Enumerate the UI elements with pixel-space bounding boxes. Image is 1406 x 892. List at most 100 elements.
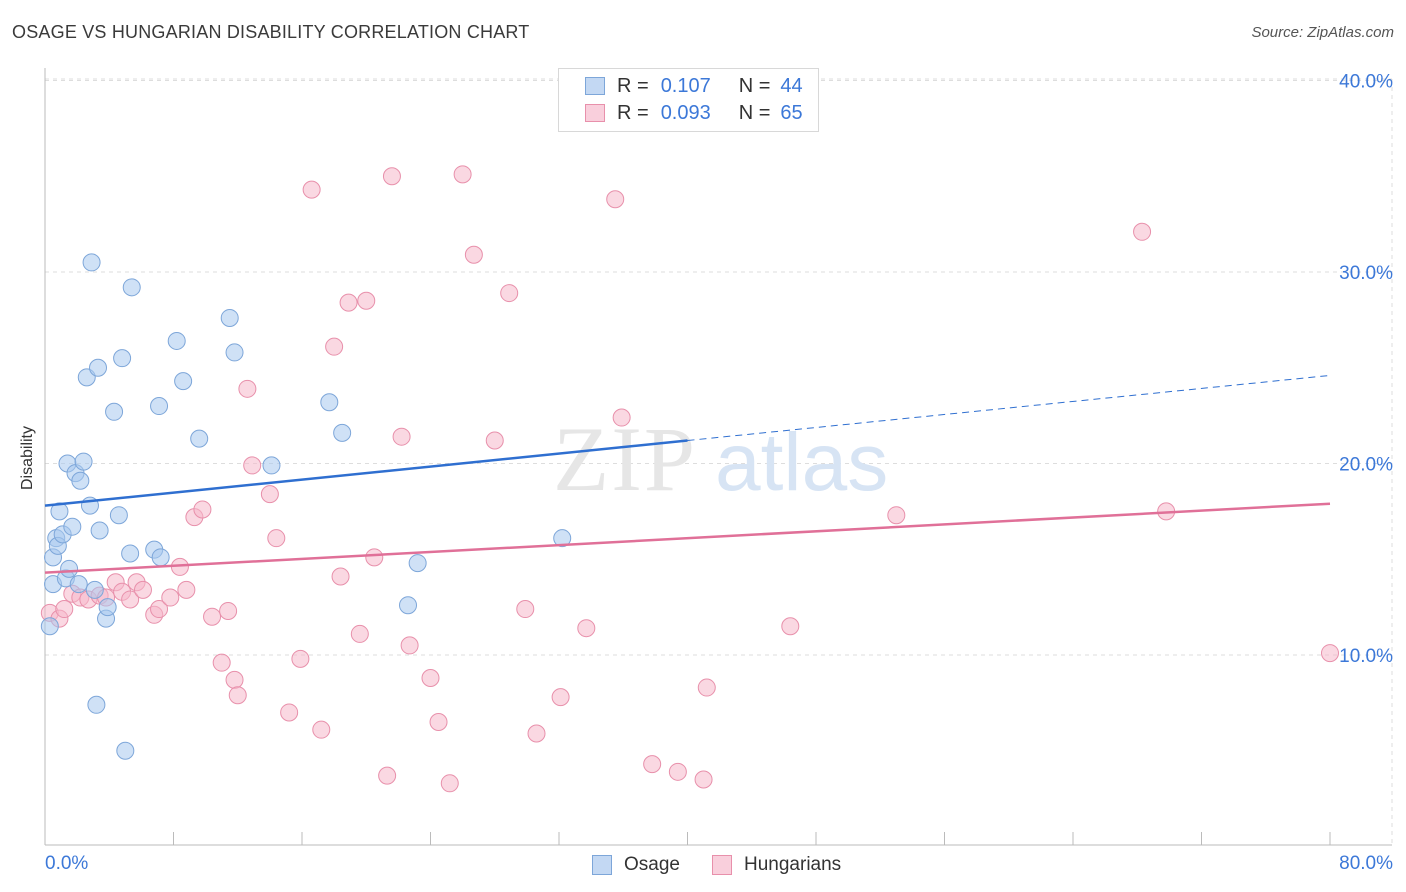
- hungarians-point: [161, 588, 180, 607]
- legend-item-hungarians[interactable]: Hungarians: [712, 852, 841, 878]
- y-tick-label: 20.0%: [1339, 455, 1393, 476]
- watermark-atlas: atlas: [715, 417, 888, 508]
- osage-point: [121, 544, 140, 563]
- osage-point: [399, 596, 418, 615]
- hungarians-point: [312, 720, 331, 739]
- osage-point: [225, 343, 244, 362]
- hungarians-point: [365, 548, 384, 567]
- osage-point: [262, 456, 281, 475]
- r-label: R =: [617, 74, 649, 97]
- hungarians-point: [887, 506, 906, 525]
- osage-point: [98, 598, 117, 617]
- osage-point: [69, 575, 88, 594]
- osage-point: [116, 741, 135, 760]
- hungarians-point: [325, 337, 344, 356]
- hungarians-point: [612, 408, 631, 427]
- osage-point: [50, 502, 69, 521]
- y-tick-label: 30.0%: [1339, 263, 1393, 284]
- osage-point: [150, 397, 169, 416]
- hungarians-point: [378, 766, 397, 785]
- x-tick-label: 0.0%: [45, 853, 88, 874]
- stats-legend: R = 0.107 N = 44 R = 0.093 N = 65: [558, 68, 819, 132]
- hungarians-point: [260, 485, 279, 504]
- hungarians-point: [55, 600, 74, 619]
- n-label: N =: [738, 101, 771, 124]
- axes: [44, 68, 1392, 846]
- chart-title: OSAGE VS HUNGARIAN DISABILITY CORRELATIO…: [12, 22, 530, 42]
- osage-point: [90, 521, 109, 540]
- hungarians-point: [1321, 644, 1339, 663]
- legend-row-hungarians: R = 0.093 N = 65: [585, 100, 803, 126]
- x-tick-label: 80.0%: [1339, 853, 1393, 874]
- osage-legend-label: Osage: [624, 854, 680, 875]
- hungarians-point: [302, 180, 321, 199]
- r-value: 0.093: [660, 101, 711, 124]
- osage-point: [63, 517, 82, 536]
- hungarians-point: [212, 653, 231, 672]
- hungarians-point: [551, 688, 570, 707]
- hungarians-point: [121, 590, 140, 609]
- hungarians-point: [668, 762, 687, 781]
- watermark: ZIP atlas: [553, 408, 888, 510]
- hungarians-point: [440, 774, 459, 793]
- hungarians-point: [500, 284, 519, 303]
- hungarians-point: [177, 580, 196, 599]
- tick-labels: 10.0% 20.0% 30.0% 40.0% 0.0% 80.0%: [45, 72, 1393, 875]
- osage-point: [220, 308, 239, 327]
- hungarians-point: [339, 293, 358, 312]
- osage-point: [320, 393, 339, 412]
- y-tick-label: 10.0%: [1339, 646, 1393, 667]
- hungarians-legend-label: Hungarians: [744, 854, 842, 875]
- hungarians-point: [243, 456, 262, 475]
- legend-item-osage[interactable]: Osage: [592, 852, 680, 878]
- hungarians-trend-line: [44, 502, 1331, 574]
- osage-point: [190, 429, 209, 448]
- hungarians-point: [331, 567, 350, 586]
- hungarians-point: [527, 724, 546, 743]
- hungarians-point: [643, 755, 662, 774]
- hungarians-point: [382, 167, 401, 186]
- hungarians-point: [697, 678, 716, 697]
- hungarians-point: [203, 607, 222, 626]
- hungarians-legend-swatch: [712, 855, 732, 875]
- osage-point: [60, 559, 79, 578]
- trend-lines: [44, 374, 1331, 574]
- osage-trend-line: [44, 439, 688, 507]
- osage-swatch: [585, 77, 605, 95]
- osage-point: [40, 617, 59, 636]
- source-credit: Source: ZipAtlas.com: [1251, 24, 1394, 41]
- osage-point: [105, 402, 124, 421]
- osage-point: [109, 506, 128, 525]
- osage-point: [71, 471, 90, 490]
- osage-point: [74, 452, 93, 471]
- osage-point: [122, 278, 141, 297]
- hungarians-point: [357, 291, 376, 310]
- hungarians-point: [400, 636, 419, 655]
- hungarians-point: [291, 649, 310, 668]
- osage-point: [167, 331, 186, 350]
- hungarians-point: [228, 686, 247, 705]
- hungarians-point: [516, 600, 535, 619]
- hungarians-point: [219, 601, 238, 620]
- hungarians-point: [280, 703, 299, 722]
- osage-point: [87, 695, 106, 714]
- n-label: N =: [738, 74, 771, 97]
- hungarians-point: [133, 580, 152, 599]
- hungarians-point: [577, 619, 596, 638]
- y-tick-label: 40.0%: [1339, 72, 1393, 93]
- hungarians-point: [464, 245, 483, 264]
- hungarians-swatch: [585, 104, 605, 122]
- hungarians-point: [429, 713, 448, 732]
- hungarians-point: [694, 770, 713, 789]
- osage-point: [333, 423, 352, 442]
- n-value: 44: [780, 74, 803, 97]
- hungarians-point: [238, 379, 257, 398]
- osage-point: [85, 580, 104, 599]
- osage-point: [151, 548, 170, 567]
- n-value: 65: [780, 101, 803, 124]
- r-label: R =: [617, 101, 649, 124]
- hungarians-point: [1133, 222, 1152, 241]
- hungarians-point: [781, 617, 800, 636]
- osage-point: [113, 349, 132, 368]
